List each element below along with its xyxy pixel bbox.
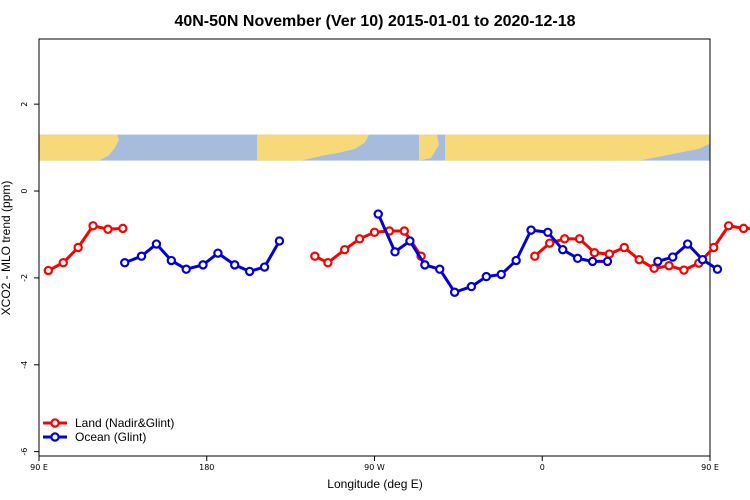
data-point xyxy=(198,260,208,270)
data-point xyxy=(589,248,600,258)
y-axis-label: XCO2 - MLO trend (ppm) xyxy=(0,181,13,316)
data-point xyxy=(323,258,333,268)
data-point xyxy=(634,254,644,265)
data-point xyxy=(230,260,240,270)
data-point xyxy=(420,260,430,270)
data-point xyxy=(679,265,689,275)
data-point xyxy=(405,236,415,246)
data-point xyxy=(481,271,492,282)
data-point xyxy=(390,247,400,257)
y-tick-label: -4 xyxy=(20,361,29,369)
data-point xyxy=(274,236,285,246)
data-point xyxy=(649,263,659,274)
x-tick-label: 0 xyxy=(540,463,545,472)
x-tick-label: 90 W xyxy=(364,463,385,472)
data-point xyxy=(369,227,380,237)
data-point xyxy=(668,252,678,262)
series-line xyxy=(376,213,608,294)
data-point xyxy=(244,266,255,277)
map-land xyxy=(39,134,119,161)
series-layer xyxy=(43,209,750,297)
data-point xyxy=(697,254,708,265)
map-land xyxy=(257,134,369,161)
y-tick-label: 0 xyxy=(20,188,29,193)
data-point xyxy=(543,227,553,237)
series-land-nadir-glint xyxy=(43,221,750,276)
series-ocean-glint xyxy=(120,209,723,297)
data-point xyxy=(151,239,162,249)
data-point xyxy=(511,255,521,266)
data-point xyxy=(399,226,410,236)
x-tick-label: 90 E xyxy=(701,463,719,472)
data-point xyxy=(572,253,583,264)
legend: Land (Nadir&Glint)Ocean (Glint) xyxy=(43,416,174,444)
data-point xyxy=(181,264,191,274)
data-point xyxy=(602,256,613,267)
data-point xyxy=(435,264,445,274)
data-point xyxy=(526,225,536,235)
data-point xyxy=(310,251,320,261)
data-point xyxy=(466,281,477,292)
data-point xyxy=(712,264,723,274)
y-tick-label: -2 xyxy=(20,274,29,282)
series-line xyxy=(533,224,750,272)
data-point xyxy=(73,242,83,253)
data-point xyxy=(723,221,734,231)
data-point xyxy=(709,242,719,253)
data-point xyxy=(530,251,540,261)
legend-swatch-marker xyxy=(50,418,60,428)
data-point xyxy=(259,262,270,272)
legend-label: Land (Nadir&Glint) xyxy=(75,416,174,430)
data-point xyxy=(653,256,663,267)
x-axis-label: Longitude (deg E) xyxy=(327,477,422,491)
data-point xyxy=(558,244,568,255)
data-point xyxy=(587,256,598,267)
data-point xyxy=(120,258,130,268)
data-point xyxy=(682,239,693,249)
data-point xyxy=(354,234,365,244)
data-point xyxy=(136,251,147,261)
map-land xyxy=(599,152,619,161)
y-tick-label: -6 xyxy=(20,448,29,456)
data-point xyxy=(664,261,674,271)
data-point xyxy=(339,244,350,255)
data-point xyxy=(58,258,68,268)
chart-title: 40N-50N November (Ver 10) 2015-01-01 to … xyxy=(174,13,575,30)
x-tick-label: 180 xyxy=(199,463,214,472)
data-point xyxy=(166,255,177,266)
data-point xyxy=(559,234,570,244)
data-point xyxy=(373,209,383,219)
legend-swatch-marker xyxy=(50,432,60,442)
data-point xyxy=(619,242,629,253)
data-point xyxy=(103,224,113,234)
y-tick-label: 2 xyxy=(20,102,29,107)
world-map-strip xyxy=(39,134,710,161)
data-point xyxy=(545,238,555,248)
data-point xyxy=(496,269,506,280)
data-point xyxy=(574,234,585,244)
data-point xyxy=(604,249,615,259)
data-point xyxy=(88,221,98,231)
legend-label: Ocean (Glint) xyxy=(75,430,146,444)
data-point xyxy=(738,223,749,234)
x-tick-label: 90 E xyxy=(30,463,48,472)
data-point xyxy=(118,223,128,234)
map-land xyxy=(419,134,439,161)
data-point xyxy=(213,248,223,258)
data-point xyxy=(43,265,54,276)
map-land xyxy=(445,134,710,161)
data-point xyxy=(449,287,460,297)
y-axis: 2 0 -2 -4 -6 xyxy=(20,102,39,456)
